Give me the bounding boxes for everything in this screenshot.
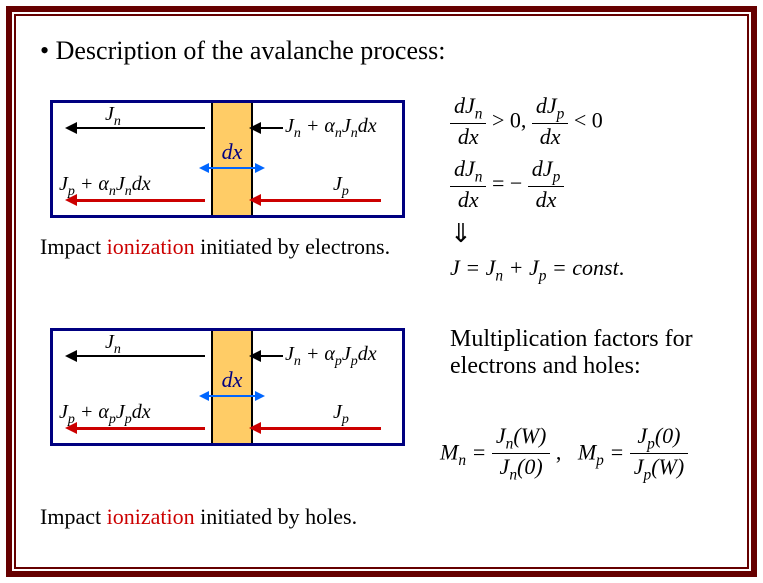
jn-right-label: Jn + αnJndx	[285, 115, 377, 142]
jp-right-label: Jp	[333, 173, 349, 200]
slide-title: Description of the avalanche process:	[40, 36, 723, 66]
equations-mult-factors: Mn = Jn(W)Jn(0) , Mp = Jp(0)Jp(W)	[440, 424, 760, 491]
jp-right-label-h: Jp	[333, 401, 349, 428]
dx-arrow-h-right	[255, 391, 265, 401]
cap-e-ion: ionization	[107, 234, 195, 259]
eq-mn-mp: Mn = Jn(W)Jn(0) , Mp = Jp(0)Jp(W)	[440, 424, 760, 485]
diagram-holes: dx Jn Jn + αpJpdx Jp + αpJ	[50, 328, 405, 446]
eq-line3: J = Jn + Jp = const.	[450, 255, 740, 285]
multiplication-text: Multiplication factors for electrons and…	[450, 326, 750, 380]
slide-inner-border: Description of the avalanche process: dx	[14, 14, 749, 569]
jn-arrow-right-h	[259, 355, 283, 357]
dx-arrow	[205, 167, 259, 169]
eq-line1: dJndx > 0, dJpdx < 0	[450, 94, 740, 151]
cap-h-suffix: initiated by holes.	[195, 504, 358, 529]
jp-left-label: Jp + αnJndx	[59, 173, 151, 200]
caption-electrons: Impact ionization initiated by electrons…	[40, 234, 390, 260]
jp-arrow-right-h	[259, 427, 381, 430]
caption-holes: Impact ionization initiated by holes.	[40, 504, 357, 530]
jn-left-label-h: Jn	[105, 331, 121, 358]
dx-label-h: dx	[217, 367, 247, 393]
jn-arrow-left-head	[65, 122, 77, 134]
cap-h-prefix: Impact	[40, 504, 107, 529]
jn-arrow-right-head	[249, 122, 261, 134]
diagram-electrons: dx Jn Jn + αnJndx	[50, 100, 405, 218]
dx-arrow-h	[205, 395, 259, 397]
dx-arrow-head-right	[255, 163, 265, 173]
jn-right-label-h: Jn + αpJpdx	[285, 343, 377, 370]
jn-arrow-left-h	[75, 355, 205, 357]
dx-arrow-head-left	[199, 163, 209, 173]
jn-left-label: Jn	[105, 103, 121, 130]
jn-arrow-right-h-head	[249, 350, 261, 362]
eq-line2: dJndx = − dJpdx	[450, 157, 740, 214]
jp-arrow-right	[259, 199, 381, 202]
jp-arrow-right-h-head	[249, 422, 261, 434]
cap-e-suffix: initiated by electrons.	[195, 234, 391, 259]
jn-arrow-left	[75, 127, 205, 129]
eq-downarrow: ⇓	[450, 219, 740, 249]
jn-arrow-right	[259, 127, 283, 129]
jp-left-label-h: Jp + αpJpdx	[59, 401, 151, 428]
jn-text: Jn	[105, 103, 121, 125]
equations-derivatives: dJndx > 0, dJpdx < 0 dJndx = − dJpdx ⇓ J…	[450, 94, 740, 292]
jn-arrow-left-h-head	[65, 350, 77, 362]
dx-arrow-h-left	[199, 391, 209, 401]
slide-outer-border: Description of the avalanche process: dx	[6, 6, 757, 577]
dx-label: dx	[217, 139, 247, 165]
content-area: dx Jn Jn + αnJndx	[40, 94, 723, 547]
cap-h-ion: ionization	[107, 504, 195, 529]
jp-arrow-right-head	[249, 194, 261, 206]
cap-e-prefix: Impact	[40, 234, 107, 259]
